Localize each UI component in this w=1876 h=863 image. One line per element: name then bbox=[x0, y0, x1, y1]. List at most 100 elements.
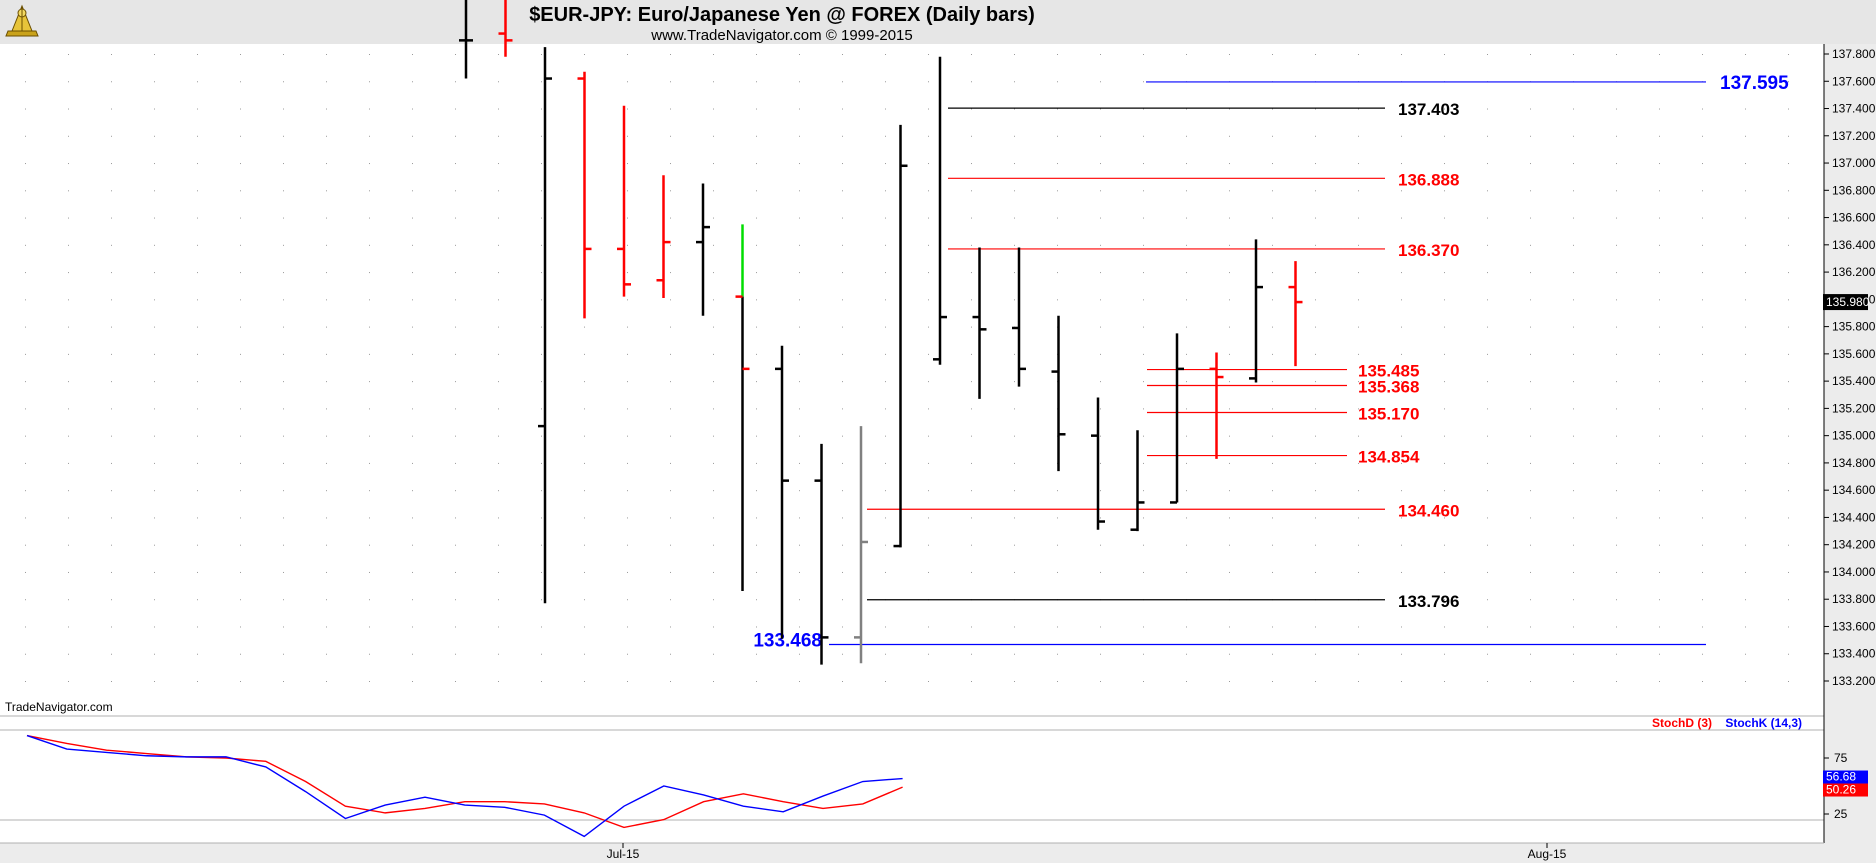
grid-dot bbox=[1315, 626, 1316, 628]
grid-dot bbox=[1745, 381, 1746, 383]
grid-dot bbox=[971, 653, 972, 655]
grid-dot bbox=[1487, 54, 1488, 55]
grid-dot bbox=[1315, 544, 1316, 546]
grid-dot bbox=[1702, 626, 1703, 628]
grid-dot bbox=[1100, 190, 1101, 192]
grid-dot bbox=[326, 54, 327, 55]
grid-dot bbox=[756, 135, 757, 137]
grid-dot bbox=[1702, 190, 1703, 192]
grid-dot bbox=[971, 299, 972, 301]
grid-dot bbox=[756, 81, 757, 83]
grid-dot bbox=[283, 326, 284, 328]
grid-dot bbox=[154, 408, 155, 410]
grid-dot bbox=[154, 299, 155, 301]
grid-dot bbox=[197, 272, 198, 274]
grid-dot bbox=[1186, 163, 1187, 165]
grid-dot bbox=[1315, 490, 1316, 492]
grid-dot bbox=[1100, 299, 1101, 301]
grid-dot bbox=[1444, 544, 1445, 546]
grid-dot bbox=[713, 353, 714, 355]
grid-dot bbox=[498, 599, 499, 601]
grid-dot bbox=[1100, 54, 1101, 55]
grid-dot bbox=[541, 135, 542, 137]
grid-dot bbox=[412, 517, 413, 519]
grid-dot bbox=[756, 381, 757, 383]
grid-dot bbox=[111, 435, 112, 437]
grid-dot bbox=[1186, 381, 1187, 383]
grid-dot bbox=[1358, 244, 1359, 246]
grid-dot bbox=[670, 381, 671, 383]
chart-subtitle: www.TradeNavigator.com © 1999-2015 bbox=[650, 27, 912, 44]
grid-dot bbox=[1616, 544, 1617, 546]
grid-dot bbox=[1186, 244, 1187, 246]
grid-dot bbox=[1014, 135, 1015, 137]
grid-dot bbox=[1530, 299, 1531, 301]
grid-dot bbox=[1315, 571, 1316, 573]
grid-dot bbox=[713, 272, 714, 274]
grid-dot bbox=[1401, 462, 1402, 464]
grid-dot bbox=[1014, 544, 1015, 546]
grid-dot bbox=[326, 462, 327, 464]
grid-dot bbox=[154, 599, 155, 601]
grid-dot bbox=[1358, 108, 1359, 110]
stoch-tick-label: 75 bbox=[1834, 751, 1848, 765]
grid-dot bbox=[1272, 626, 1273, 628]
grid-dot bbox=[1229, 626, 1230, 628]
grid-dot bbox=[756, 163, 757, 165]
grid-dot bbox=[971, 81, 972, 83]
grid-dot bbox=[1788, 353, 1789, 355]
grid-dot bbox=[111, 244, 112, 246]
grid-dot bbox=[25, 108, 26, 110]
grid-dot bbox=[1100, 462, 1101, 464]
grid-dot bbox=[1487, 490, 1488, 492]
grid-dot bbox=[1186, 326, 1187, 328]
grid-dot bbox=[498, 299, 499, 301]
grid-dot bbox=[670, 326, 671, 328]
grid-dot bbox=[455, 381, 456, 383]
grid-dot bbox=[455, 490, 456, 492]
grid-dot bbox=[1745, 163, 1746, 165]
grid-dot bbox=[1401, 272, 1402, 274]
grid-dot bbox=[885, 299, 886, 301]
grid-dot bbox=[1659, 517, 1660, 519]
grid-dot bbox=[369, 190, 370, 192]
grid-dot bbox=[197, 571, 198, 573]
grid-dot bbox=[541, 190, 542, 192]
grid-dot bbox=[1229, 681, 1230, 682]
grid-dot bbox=[1745, 244, 1746, 246]
grid-dot bbox=[369, 462, 370, 464]
grid-dot bbox=[928, 517, 929, 519]
grid-dot bbox=[283, 626, 284, 628]
grid-dot bbox=[1143, 217, 1144, 219]
grid-dot bbox=[1573, 135, 1574, 137]
grid-dot bbox=[713, 217, 714, 219]
grid-dot bbox=[713, 544, 714, 546]
grid-dot bbox=[1788, 54, 1789, 55]
grid-dot bbox=[25, 54, 26, 55]
grid-dot bbox=[1444, 435, 1445, 437]
grid-dot bbox=[326, 544, 327, 546]
y-tick-label: 137.200 bbox=[1832, 129, 1876, 143]
grid-dot bbox=[1616, 163, 1617, 165]
grid-dot bbox=[197, 108, 198, 110]
grid-dot bbox=[541, 408, 542, 410]
grid-dot bbox=[154, 681, 155, 682]
grid-dot bbox=[455, 599, 456, 601]
grid-dot bbox=[1659, 326, 1660, 328]
grid-dot bbox=[713, 462, 714, 464]
grid-dot bbox=[1788, 681, 1789, 682]
grid-dot bbox=[455, 81, 456, 83]
grid-dot bbox=[756, 626, 757, 628]
grid-dot bbox=[154, 490, 155, 492]
grid-dot bbox=[1702, 272, 1703, 274]
grid-dot bbox=[928, 653, 929, 655]
grid-dot bbox=[68, 135, 69, 137]
grid-dot bbox=[541, 571, 542, 573]
grid-dot bbox=[627, 490, 628, 492]
grid-dot bbox=[799, 381, 800, 383]
grid-dot bbox=[498, 244, 499, 246]
grid-dot bbox=[1272, 190, 1273, 192]
grid-dot bbox=[799, 81, 800, 83]
grid-dot bbox=[240, 462, 241, 464]
